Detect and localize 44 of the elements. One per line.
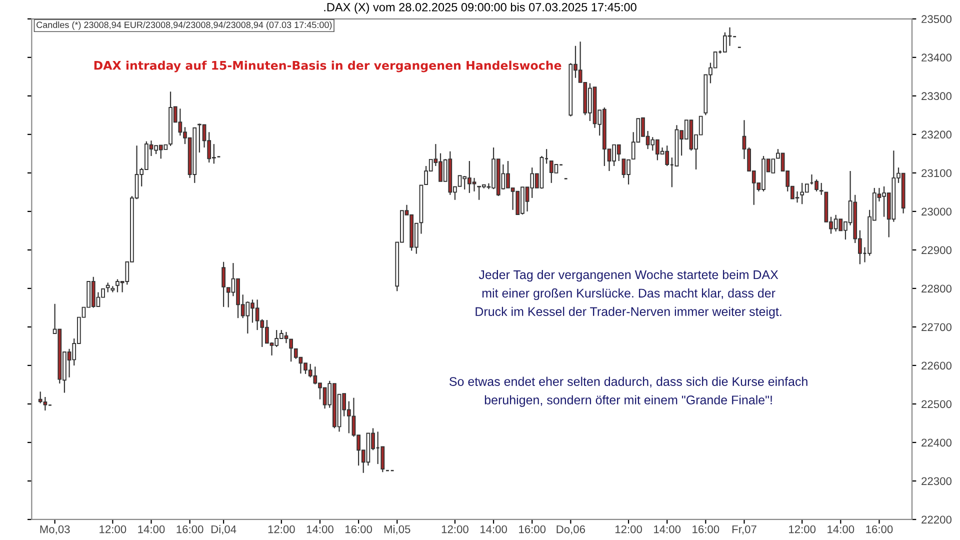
x-tick-label: 12:00 <box>100 525 126 534</box>
y-tick-label: 23500 <box>922 15 952 24</box>
x-tick-label: 14:00 <box>138 525 165 534</box>
annotation: So etwas endet eher selten dadurch, dass sich die Kurse einfach beruhigen, sondern öfter mit einem "Grande Finale"! <box>449 376 808 407</box>
y-tick-label: 22700 <box>922 323 952 332</box>
y-tick-label: 22400 <box>922 438 952 447</box>
x-tick-label: Di,04 <box>212 525 236 535</box>
x-tick-label: 12:00 <box>615 525 642 534</box>
x-tick-label: 16:00 <box>866 525 893 534</box>
candlestick <box>819 182 824 196</box>
text: DAX intraday auf 15-Minuten-Basis in der vergangenen Handelswoche <box>94 60 562 72</box>
x-tick-label: 14:00 <box>306 525 334 534</box>
candlestick <box>289 338 293 362</box>
x-tick-label: 14:00 <box>828 525 854 534</box>
annotation: Jeder Tag der vergangenen Woche startete beim DAX mit einer großen Kurslücke. Das macht klar, dass der Druck im Kessel der Trader-Nerven immer weiter steigt. <box>476 270 782 318</box>
x-tick-label: 16:00 <box>176 525 204 534</box>
y-tick-label: 22600 <box>922 362 952 370</box>
candlestick <box>106 282 110 293</box>
x-tick-label: 16:00 <box>345 525 372 534</box>
y-tick-label: 22200 <box>922 516 952 524</box>
x-tick-label: 14:00 <box>480 525 508 534</box>
y-tick-label: 22300 <box>922 477 952 486</box>
y-tick-label: 23200 <box>922 130 952 139</box>
y-tick-label: 23400 <box>922 54 952 62</box>
x-tick-label: 14:00 <box>654 525 681 534</box>
x-tick-label: Mi,05 <box>384 525 410 535</box>
x-tick-label: Fr,07 <box>732 525 756 535</box>
annotation: Candles (*) 23008,94 EUR/23008,94/23008,94/23008,94 (07.03 17:45:00) <box>36 21 332 30</box>
y-tick-label: 22500 <box>922 400 952 408</box>
x-tick-label: 12:00 <box>789 525 816 534</box>
y-tick-label: 23100 <box>922 169 952 178</box>
y-tick-label: 23000 <box>922 208 952 216</box>
candlestick <box>380 446 385 473</box>
y-tick-label: 22800 <box>922 284 952 293</box>
x-tick-label: 12:00 <box>442 525 468 534</box>
x-tick-label: 16:00 <box>692 525 720 534</box>
x-tick-label: Mo,03 <box>40 525 70 535</box>
y-tick-label: 23300 <box>922 92 952 100</box>
x-tick-label: 12:00 <box>268 525 295 534</box>
candlestick <box>814 178 818 192</box>
y-tick-label: 22900 <box>922 246 952 254</box>
x-tick-label: 16:00 <box>519 525 546 534</box>
chart-title: .DAX (X) vom 28.02.2025 09:00:00 bis 07.03.2025 17:45:00 <box>324 2 636 14</box>
x-tick-label: Do,06 <box>556 525 586 535</box>
